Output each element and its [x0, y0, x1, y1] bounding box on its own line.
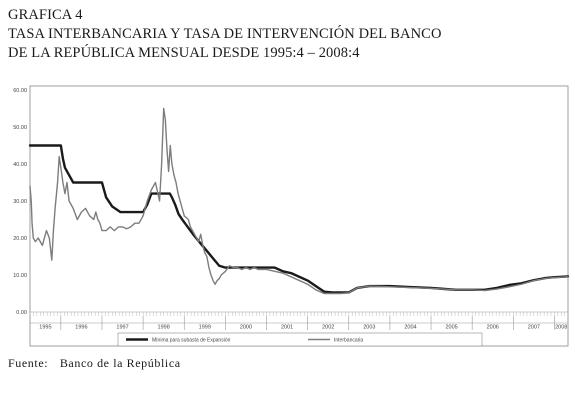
- x-year-label: 2007: [528, 325, 540, 331]
- x-year-label: 2002: [322, 325, 334, 331]
- y-tick-label: 60.00: [13, 88, 27, 94]
- series-line-minima-expansion: [28, 144, 570, 294]
- plot-area: [28, 107, 570, 295]
- source-value: Banco de la República: [59, 356, 181, 370]
- chart-frame: [29, 85, 569, 347]
- source-note: Fuente: Banco de la República: [8, 356, 189, 371]
- y-axis: 0.00 10.00 20.00 30.00 40.00 50.00 60.00: [13, 88, 27, 316]
- legend-label: Interbancaria: [334, 338, 363, 344]
- x-axis: 1995 1996 1997 1998 1999 2000 2001 2002 2003 2004…: [29, 311, 568, 331]
- y-tick-label: 0.00: [16, 310, 27, 316]
- x-year-label: 2001: [281, 325, 293, 331]
- y-tick-label: 30.00: [13, 199, 27, 205]
- x-year-label: 1996: [75, 325, 87, 331]
- x-year-label: 1998: [158, 325, 170, 331]
- figure-heading: GRAFICA 4 TASA INTERBANCARIA Y TASA DE I…: [8, 6, 442, 63]
- x-year-label: 1997: [116, 325, 128, 331]
- legend-label: Mínima para subasta de Expansión: [152, 338, 231, 344]
- figure-title-line-2: DE LA REPÚBLICA MENSUAL DESDE 1995:4 – 2…: [8, 45, 360, 61]
- x-year-label: 2006: [487, 325, 499, 331]
- y-tick-label: 20.00: [13, 236, 27, 242]
- y-tick-label: 50.00: [13, 125, 27, 131]
- x-year-label: 1999: [199, 325, 211, 331]
- y-tick-label: 40.00: [13, 162, 27, 168]
- x-year-label: 2008: [555, 325, 567, 331]
- x-year-label: 1995: [39, 325, 51, 331]
- figure-label: GRAFICA 4: [8, 7, 83, 23]
- chart-container: 0.00 10.00 20.00 30.00 40.00 50.00 60.00 1995 1…: [0, 80, 575, 360]
- x-year-label: 2000: [240, 325, 252, 331]
- legend-box: [117, 332, 483, 347]
- legend: Mínima para subasta de Expansión Interban…: [117, 332, 483, 347]
- series-line-interbancaria: [29, 107, 569, 295]
- source-label: Fuente:: [8, 356, 49, 370]
- y-tick-label: 10.00: [13, 273, 27, 279]
- figure-title-line-1: TASA INTERBANCARIA Y TASA DE INTERVENCIÓ…: [8, 26, 442, 42]
- x-year-label: 2005: [445, 325, 457, 331]
- x-year-label: 2004: [404, 325, 416, 331]
- x-year-label: 2003: [363, 325, 375, 331]
